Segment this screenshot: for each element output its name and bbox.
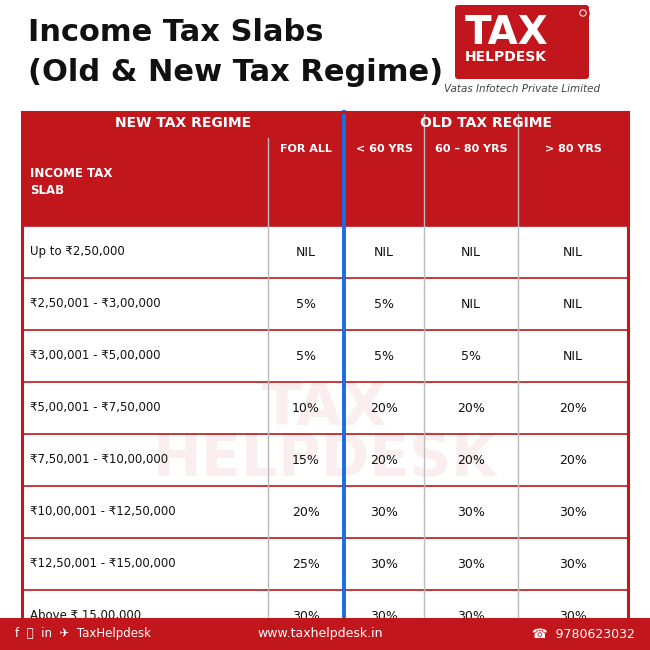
Text: 30%: 30% [559,558,587,571]
Text: ☎  9780623032: ☎ 9780623032 [532,627,635,640]
Text: 20%: 20% [457,402,485,415]
Text: TAX: TAX [465,14,549,52]
Bar [22,112,628,226]
Text: 30%: 30% [559,610,587,623]
Text: 30%: 30% [457,506,485,519]
Bar [22,590,628,642]
Text: NIL: NIL [563,246,583,259]
Bar [22,112,628,642]
Text: 60 – 80 YRS: 60 – 80 YRS [435,144,507,154]
Text: 20%: 20% [292,506,320,519]
Text: 20%: 20% [370,454,398,467]
Text: ₹7,50,001 - ₹10,00,000: ₹7,50,001 - ₹10,00,000 [30,454,168,467]
Text: Up to ₹2,50,000: Up to ₹2,50,000 [30,246,125,259]
Text: ₹2,50,001 - ₹3,00,000: ₹2,50,001 - ₹3,00,000 [30,298,161,311]
Text: 20%: 20% [457,454,485,467]
Text: NIL: NIL [563,298,583,311]
Bar [22,226,628,278]
Text: HELPDESK: HELPDESK [465,50,547,64]
Bar [22,434,628,486]
Text: NIL: NIL [296,246,316,259]
Text: NIL: NIL [563,350,583,363]
Text: 30%: 30% [370,610,398,623]
Text: ₹5,00,001 - ₹7,50,000: ₹5,00,001 - ₹7,50,000 [30,402,161,415]
Text: 30%: 30% [457,610,485,623]
Text: > 80 YRS: > 80 YRS [545,144,601,154]
Bar [0,618,650,650]
Bar [22,486,628,538]
Text: 20%: 20% [559,402,587,415]
Text: OLD TAX REGIME: OLD TAX REGIME [420,116,552,130]
Text: NEW TAX REGIME: NEW TAX REGIME [115,116,251,130]
Text: 25%: 25% [292,558,320,571]
Text: Income Tax Slabs: Income Tax Slabs [28,18,324,47]
Text: 5%: 5% [296,298,316,311]
Text: 30%: 30% [457,558,485,571]
Text: 30%: 30% [370,506,398,519]
Text: < 60 YRS: < 60 YRS [356,144,413,154]
Bar [22,330,628,382]
Text: 30%: 30% [559,506,587,519]
Circle shape [579,9,587,17]
Text: TAX
HELPDESK: TAX HELPDESK [153,380,497,488]
Text: NIL: NIL [374,246,394,259]
Text: Vatas Infotech Private Limited: Vatas Infotech Private Limited [444,84,600,94]
Text: ₹3,00,001 - ₹5,00,000: ₹3,00,001 - ₹5,00,000 [30,350,161,363]
Text: f  Ⓘ  in  ✈  TaxHelpdesk: f Ⓘ in ✈ TaxHelpdesk [15,627,151,640]
Text: 5%: 5% [374,298,394,311]
Circle shape [581,11,585,15]
Text: (Old & New Tax Regime): (Old & New Tax Regime) [28,58,443,87]
Text: www.taxhelpdesk.in: www.taxhelpdesk.in [257,627,383,640]
Text: 20%: 20% [559,454,587,467]
Text: FOR ALL: FOR ALL [280,144,332,154]
Text: 5%: 5% [461,350,481,363]
Text: INCOME TAX
SLAB: INCOME TAX SLAB [30,167,112,197]
Text: ₹12,50,001 - ₹15,00,000: ₹12,50,001 - ₹15,00,000 [30,558,176,571]
Bar [22,538,628,590]
Text: Above ₹ 15,00,000: Above ₹ 15,00,000 [30,610,141,623]
Bar [22,278,628,330]
Bar [22,382,628,434]
Text: NIL: NIL [461,298,481,311]
Text: 5%: 5% [296,350,316,363]
Text: 5%: 5% [374,350,394,363]
Text: 10%: 10% [292,402,320,415]
Text: NIL: NIL [461,246,481,259]
Text: ₹10,00,001 - ₹12,50,000: ₹10,00,001 - ₹12,50,000 [30,506,176,519]
Circle shape [580,10,586,16]
Text: 20%: 20% [370,402,398,415]
FancyBboxPatch shape [455,5,589,79]
Text: 15%: 15% [292,454,320,467]
Text: 30%: 30% [370,558,398,571]
Text: 30%: 30% [292,610,320,623]
